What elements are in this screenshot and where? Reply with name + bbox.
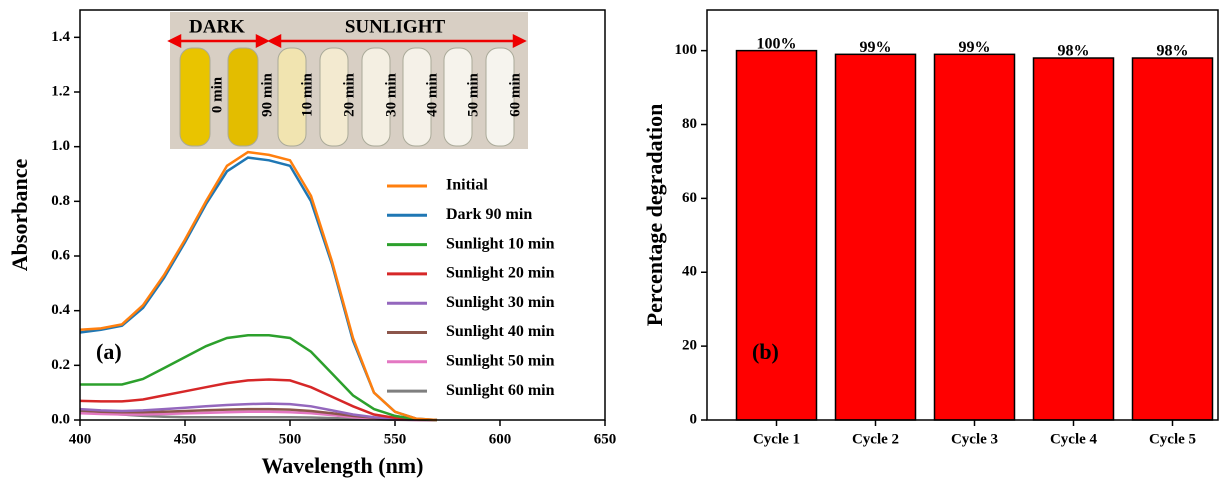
legend-label: Sunlight 20 min [446, 265, 555, 282]
y-tick-label: 0 [690, 411, 698, 427]
y-tick-label: 0.0 [51, 411, 70, 427]
legend-label: Sunlight 60 min [446, 382, 555, 399]
y-tick-label: 100 [675, 42, 698, 58]
inset-tube-label: 50 min [465, 72, 481, 116]
value-label: 99% [959, 39, 991, 56]
x-tick-label: Cycle 1 [753, 431, 800, 447]
tube [180, 48, 210, 146]
y-tick-label: 1.0 [51, 138, 70, 154]
x-axis-label: Wavelength (nm) [262, 453, 424, 478]
figure: DARK SUNLIGHT 0.0 0.2 0.4 0.6 0.8 1.0 1.2 1.4 Ab… [0, 0, 1227, 480]
legend-label: Sunlight 30 min [446, 294, 555, 311]
tube [228, 48, 258, 146]
y-axis-label: Absorbance [7, 159, 32, 272]
inset-tube-label: 60 min [507, 72, 523, 116]
inset-tube-label: 30 min [383, 72, 399, 116]
x-tick-label: 550 [384, 431, 407, 447]
y-axis-label: Percentage degradation [642, 104, 667, 327]
y-tick-label: 1.2 [51, 83, 70, 99]
y-tick-label: 60 [682, 190, 697, 206]
inset-header: SUNLIGHT [345, 16, 446, 37]
legend-label: Initial [446, 177, 488, 194]
x-tick-label: 600 [489, 431, 512, 447]
panel-label: (a) [96, 339, 122, 364]
y-tick-label: 0.8 [51, 193, 70, 209]
x-tick-label: Cycle 5 [1149, 431, 1196, 447]
y-tick-label: 40 [682, 264, 697, 280]
bar [1133, 58, 1213, 420]
x-tick-label: 400 [69, 431, 92, 447]
x-tick-label: 450 [174, 431, 197, 447]
x-tick-label: Cycle 3 [951, 431, 998, 447]
legend-label: Sunlight 50 min [446, 352, 555, 369]
inset-tube-label: 40 min [424, 72, 440, 116]
value-label: 99% [860, 39, 892, 56]
panel-label: (b) [752, 339, 779, 364]
x-tick-label: 500 [279, 431, 302, 447]
inset-tube-label: 10 min [299, 72, 315, 116]
value-label: 98% [1157, 43, 1189, 60]
bar [1034, 58, 1114, 420]
y-tick-label: 1.4 [51, 29, 70, 45]
inset-tube-label: 0 min [209, 76, 225, 113]
legend-label: Sunlight 10 min [446, 235, 555, 252]
bar [737, 51, 817, 420]
x-tick-label: 650 [594, 431, 617, 447]
y-tick-label: 0.2 [51, 357, 70, 373]
legend-label: Sunlight 40 min [446, 323, 555, 340]
series-line [80, 335, 437, 420]
inset-tube-label: 90 min [259, 72, 275, 116]
y-tick-label: 0.4 [51, 302, 70, 318]
bar [836, 54, 916, 420]
value-label: 100% [757, 35, 797, 52]
inset-tube-label: 20 min [341, 72, 357, 116]
value-label: 98% [1058, 43, 1090, 60]
x-tick-label: Cycle 2 [852, 431, 899, 447]
y-tick-label: 0.6 [51, 247, 70, 263]
bar [935, 54, 1015, 420]
y-tick-label: 20 [682, 338, 697, 354]
x-tick-label: Cycle 4 [1050, 431, 1098, 447]
inset-header: DARK [189, 16, 245, 37]
legend-label: Dark 90 min [446, 206, 532, 223]
y-tick-label: 80 [682, 116, 697, 132]
